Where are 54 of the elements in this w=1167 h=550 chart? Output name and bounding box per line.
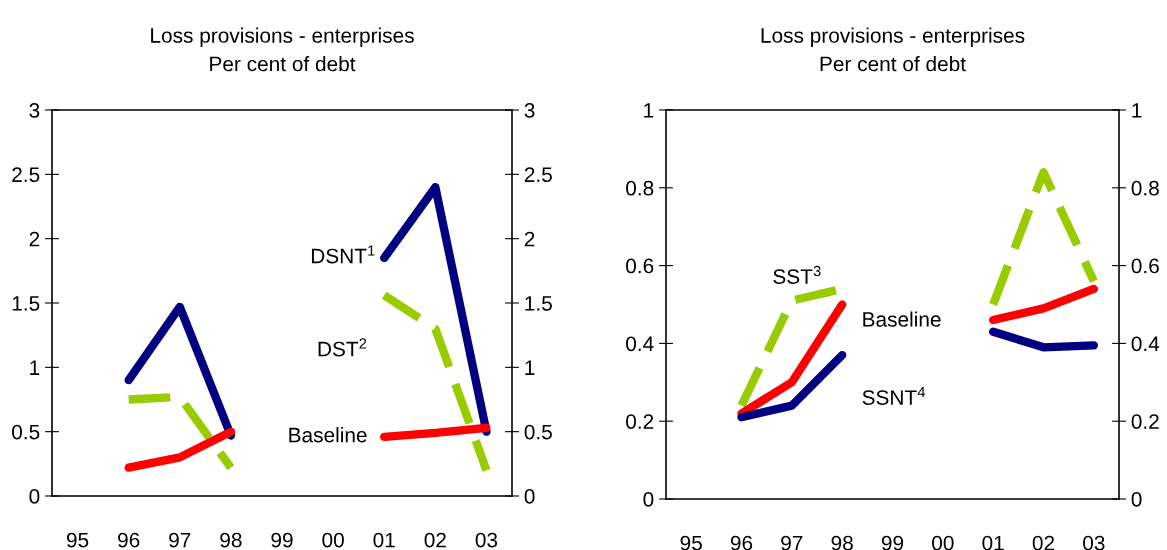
- series-label: SST$^{3}$: [773, 265, 821, 284]
- y2-tick-label: 2.5: [524, 167, 552, 183]
- y2-tick-label: 1.5: [525, 296, 552, 311]
- y2-tick-label: 0.5: [524, 424, 552, 440]
- x-tick-label: 02: [1032, 535, 1055, 550]
- x-tick-label: 99: [271, 532, 293, 548]
- x-tick-label: 03: [475, 532, 498, 548]
- chart-subtitle: Per cent of debt: [210, 56, 356, 72]
- x-tick-label: 00: [932, 535, 954, 550]
- y-tick-label: 2.5: [12, 167, 40, 183]
- y-tick-label: 0.8: [626, 180, 654, 196]
- y2-tick-label: 2: [524, 231, 535, 247]
- x-tick-label: 99: [881, 535, 904, 550]
- y-tick-label: 0.4: [626, 336, 654, 352]
- x-tick-label: 01: [373, 532, 395, 548]
- chart-title: Loss provisions - enterprises: [761, 27, 1025, 47]
- x-tick-label: 97: [169, 532, 191, 548]
- y-tick-label: 0.2: [626, 414, 654, 429]
- x-tick-label: 96: [118, 532, 140, 548]
- y-tick-label: 0: [643, 492, 654, 507]
- y2-tick-label: 1: [1132, 103, 1142, 118]
- y-tick-label: 1: [30, 360, 40, 375]
- x-tick-label: 02: [424, 532, 446, 548]
- y-tick-label: 1.5: [12, 296, 40, 311]
- y2-tick-label: 0.2: [1131, 414, 1159, 429]
- y-tick-label: 0.6: [626, 258, 654, 274]
- series-label: Baseline: [289, 427, 367, 443]
- y-tick-label: 0.5: [12, 424, 40, 440]
- chart-subtitle: Per cent of debt: [820, 56, 966, 72]
- x-tick-label: 96: [730, 535, 753, 550]
- x-tick-label: 01: [982, 535, 1004, 550]
- x-tick-label: 95: [66, 532, 89, 548]
- y-tick-label: 2: [29, 231, 40, 247]
- series-label: SSNT$^{4}$: [862, 386, 926, 405]
- x-tick-label: 98: [220, 532, 242, 548]
- y2-tick-label: 0.8: [1131, 180, 1159, 196]
- x-tick-label: 97: [781, 535, 803, 550]
- y-tick-label: 3: [29, 103, 40, 118]
- x-tick-label: 98: [831, 535, 853, 550]
- y2-tick-label: 0.4: [1131, 336, 1160, 352]
- series-label: DSNT$^{1}$: [311, 245, 375, 264]
- y-tick-label: 0: [29, 489, 40, 504]
- series-label: Baseline: [863, 311, 941, 327]
- x-tick-label: 00: [322, 532, 344, 548]
- y-tick-label: 1: [644, 103, 654, 118]
- y2-tick-label: 0: [1131, 492, 1142, 507]
- x-tick-label: 03: [1083, 535, 1105, 550]
- x-tick-label: 95: [680, 535, 702, 550]
- y2-tick-label: 0: [524, 489, 535, 504]
- text: DST$^{2}$: [318, 338, 367, 357]
- chart-title: Loss provisions - enterprises: [151, 27, 414, 47]
- y2-tick-label: 1: [525, 360, 535, 375]
- y2-tick-label: 3: [524, 103, 535, 118]
- y2-tick-label: 0.6: [1131, 258, 1159, 274]
